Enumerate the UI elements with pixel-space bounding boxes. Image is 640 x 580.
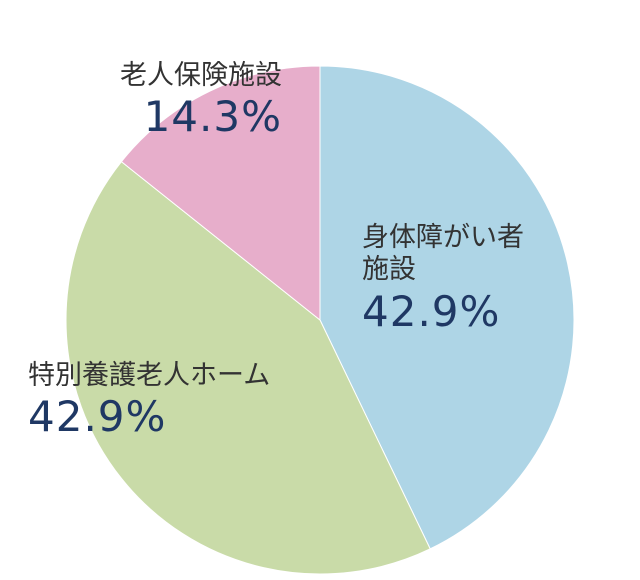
value-label: 42.9% [28, 392, 167, 442]
slice-label: 特別養護老人ホーム 42.9% [28, 360, 348, 443]
slice-label: 身体障がい者施設 42.9% [362, 222, 542, 337]
slice-label: 老人保険施設 14.3% [42, 60, 282, 143]
pie-slice [120, 65, 321, 322]
pie-slice [65, 160, 431, 575]
category-label: 身体障がい者施設 [362, 222, 524, 286]
category-label: 特別養護老人ホーム [28, 360, 271, 391]
value-label: 42.9% [362, 286, 501, 336]
category-label: 老人保険施設 [120, 60, 282, 91]
value-label: 14.3% [143, 92, 282, 142]
pie-slice [319, 65, 575, 550]
